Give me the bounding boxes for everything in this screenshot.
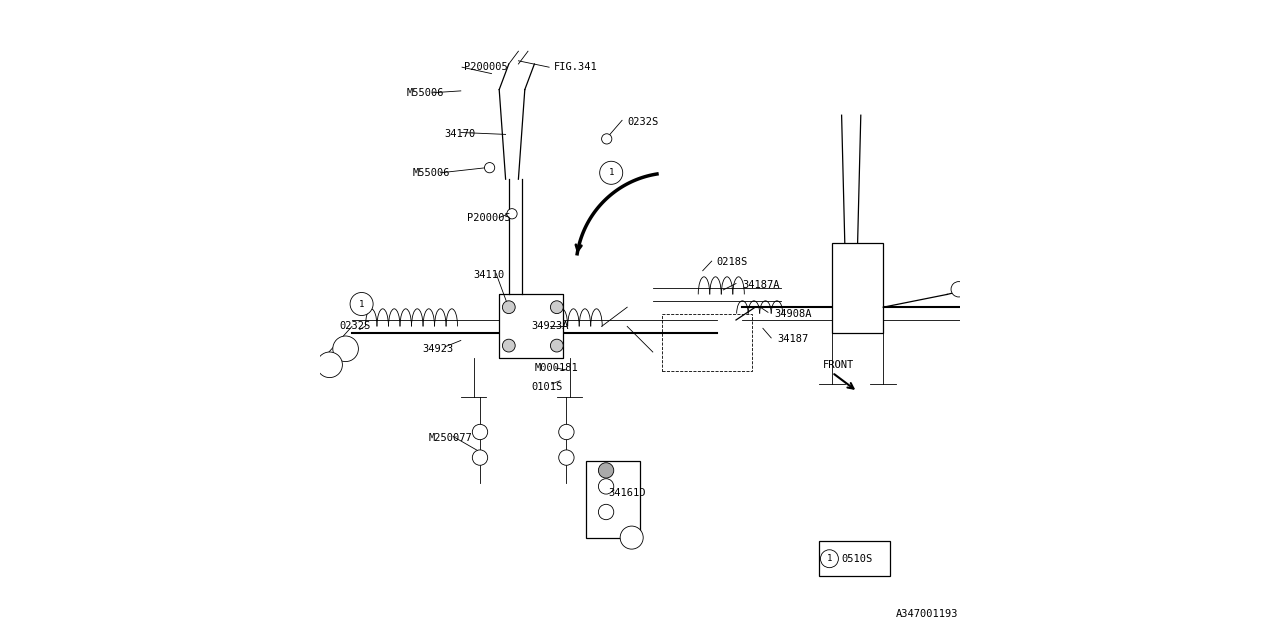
Text: 1: 1 xyxy=(827,554,832,563)
Text: 34170: 34170 xyxy=(445,129,476,140)
Text: 34923A: 34923A xyxy=(531,321,568,332)
Circle shape xyxy=(472,424,488,440)
Circle shape xyxy=(333,336,358,362)
Circle shape xyxy=(502,301,515,314)
Circle shape xyxy=(600,161,623,184)
Circle shape xyxy=(472,450,488,465)
Text: 34110: 34110 xyxy=(474,270,504,280)
Text: 34908A: 34908A xyxy=(774,308,812,319)
Text: 0232S: 0232S xyxy=(339,321,370,332)
Circle shape xyxy=(550,339,563,352)
Text: 0510S: 0510S xyxy=(842,554,873,564)
Text: FRONT: FRONT xyxy=(823,360,854,370)
Text: 34161D: 34161D xyxy=(608,488,645,498)
Circle shape xyxy=(559,424,573,440)
Bar xyxy=(663,314,753,371)
Circle shape xyxy=(559,450,573,465)
Bar xyxy=(499,294,563,358)
Text: A347001193: A347001193 xyxy=(896,609,959,620)
Text: 34187A: 34187A xyxy=(742,280,780,290)
Bar xyxy=(585,461,640,538)
Circle shape xyxy=(502,339,515,352)
Circle shape xyxy=(485,163,495,173)
Circle shape xyxy=(599,463,613,478)
Text: FIG.341: FIG.341 xyxy=(554,62,598,72)
Circle shape xyxy=(599,479,613,494)
Text: 0101S: 0101S xyxy=(531,382,562,392)
Circle shape xyxy=(621,526,644,549)
Text: 0218S: 0218S xyxy=(717,257,748,268)
Text: M55006: M55006 xyxy=(412,168,451,178)
Text: 1: 1 xyxy=(608,168,614,177)
Text: P200005: P200005 xyxy=(465,62,508,72)
Circle shape xyxy=(550,301,563,314)
Text: P200005: P200005 xyxy=(467,212,511,223)
Circle shape xyxy=(602,134,612,144)
Text: M55006: M55006 xyxy=(407,88,444,98)
Text: 1: 1 xyxy=(358,300,365,308)
Circle shape xyxy=(820,550,838,568)
Text: 0232S: 0232S xyxy=(627,116,658,127)
Circle shape xyxy=(951,282,966,297)
Text: M250077: M250077 xyxy=(429,433,472,444)
Circle shape xyxy=(507,209,517,219)
Circle shape xyxy=(351,292,374,316)
Bar xyxy=(832,243,883,333)
Circle shape xyxy=(599,504,613,520)
Text: 34923: 34923 xyxy=(422,344,453,354)
Bar xyxy=(819,541,890,576)
Text: 34187: 34187 xyxy=(777,334,809,344)
Text: M000181: M000181 xyxy=(535,363,579,373)
Circle shape xyxy=(317,352,343,378)
